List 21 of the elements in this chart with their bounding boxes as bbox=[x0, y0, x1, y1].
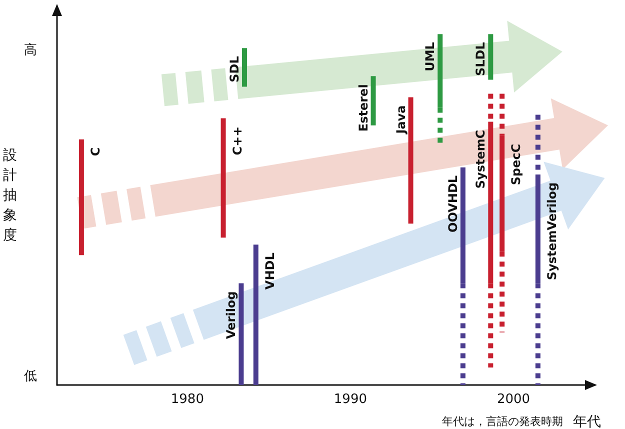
y-axis-title: 設計抽象度 bbox=[3, 148, 17, 244]
x-axis-title: 年代 bbox=[573, 414, 601, 429]
text: C bbox=[88, 147, 102, 156]
text: Verilog bbox=[224, 291, 238, 339]
text: SystemVerilog bbox=[544, 182, 559, 280]
text: Esterel bbox=[356, 84, 370, 132]
text: SDL bbox=[227, 56, 242, 82]
text: C++ bbox=[230, 126, 244, 156]
text: SLDL bbox=[474, 42, 488, 76]
text: SpecC bbox=[509, 144, 524, 186]
text: 年代は，言語の発表時期 bbox=[442, 415, 563, 428]
text: 高 bbox=[24, 42, 37, 58]
text: SystemC bbox=[474, 130, 488, 189]
text: VHDL bbox=[262, 252, 277, 290]
x-tick-label: 1990 bbox=[334, 392, 367, 407]
text: 低 bbox=[24, 369, 37, 384]
text: UML bbox=[423, 42, 438, 72]
text: OOVHDL bbox=[446, 175, 460, 232]
text: Java bbox=[394, 105, 408, 135]
x-tick-label: 2000 bbox=[496, 392, 530, 407]
x-tick-label: 1980 bbox=[170, 392, 204, 407]
